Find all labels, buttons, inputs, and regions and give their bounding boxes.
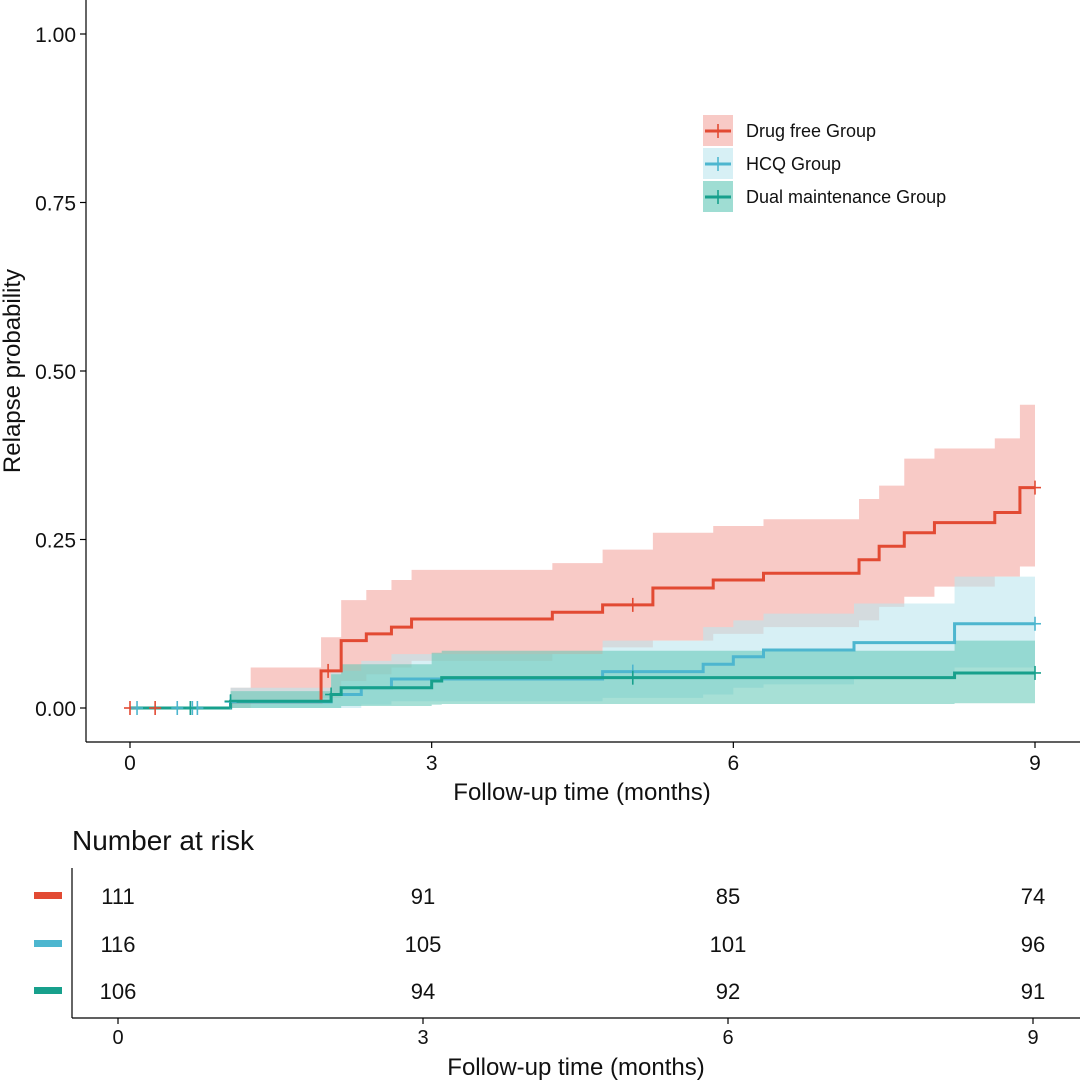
risk-row-key-2: [34, 987, 62, 994]
risk-cell-0-0: 111: [101, 884, 134, 909]
risk-cell-2-1: 94: [411, 979, 435, 1004]
risk-cell-2-3: 91: [1021, 979, 1045, 1004]
y-tick-label-0: 0.00: [35, 698, 76, 721]
ci-band-2: [130, 640, 1035, 708]
x-tick-label-0: 0: [124, 752, 136, 775]
confidence-bands: [130, 404, 1035, 708]
curve-2: [130, 671, 1035, 710]
y-tick-label-1: 0.25: [35, 530, 76, 553]
risk-x-tick-label-2: 6: [722, 1027, 733, 1049]
x-tick-label-2: 6: [727, 752, 739, 775]
risk-x-axis-label: Follow-up time (months): [447, 1054, 704, 1081]
plot-area: 0.00 0.25 0.50 0.75 1.00 0 3 6 9 Follow-up time…: [0, 0, 1080, 806]
risk-x-tick-label-1: 3: [417, 1027, 428, 1049]
y-axis-ticks: 0.00 0.25 0.50 0.75 1.00: [35, 24, 86, 721]
risk-x-tick-label-0: 0: [112, 1027, 123, 1049]
x-axis-label: Follow-up time (months): [453, 779, 710, 806]
risk-row-key-1: [34, 940, 62, 947]
risk-cell-2-2: 92: [716, 979, 740, 1004]
x-tick-label-3: 9: [1029, 752, 1041, 775]
y-axis-label: Relapse probability: [0, 269, 26, 473]
risk-cell-1-1: 105: [405, 932, 442, 957]
x-tick-label-1: 3: [426, 752, 438, 775]
risk-cell-1-2: 101: [710, 932, 747, 957]
risk-cell-1-0: 116: [100, 932, 135, 957]
risk-cell-1-3: 96: [1021, 932, 1045, 957]
y-tick-label-3: 0.75: [35, 193, 76, 216]
y-tick-label-4: 1.00: [35, 24, 76, 47]
curve-0: [130, 486, 1035, 710]
risk-cell-0-1: 91: [411, 884, 435, 909]
risk-table-title: Number at risk: [72, 825, 255, 856]
legend-label-2: Dual maintenance Group: [746, 187, 946, 207]
censor-marks: [124, 480, 1041, 715]
legend: Drug free Group HCQ Group Dual maintenance…: [703, 115, 946, 212]
risk-row-key-0: [34, 892, 62, 899]
legend-label-0: Drug free Group: [746, 121, 876, 141]
risk-cell-0-3: 74: [1021, 884, 1045, 909]
risk-rows: 111 91 85 74 116 105 101 96 106 94 92 91: [34, 884, 1045, 1004]
x-axis-ticks: 0 3 6 9: [124, 742, 1041, 775]
legend-label-1: HCQ Group: [746, 154, 841, 174]
risk-cell-2-0: 106: [100, 979, 137, 1004]
risk-x-tick-label-3: 9: [1027, 1027, 1038, 1049]
y-tick-label-2: 0.50: [35, 361, 76, 384]
risk-x-axis-ticks: 0 3 6 9: [112, 1018, 1039, 1049]
ci-band-0: [130, 404, 1035, 708]
risk-cell-0-2: 85: [716, 884, 740, 909]
